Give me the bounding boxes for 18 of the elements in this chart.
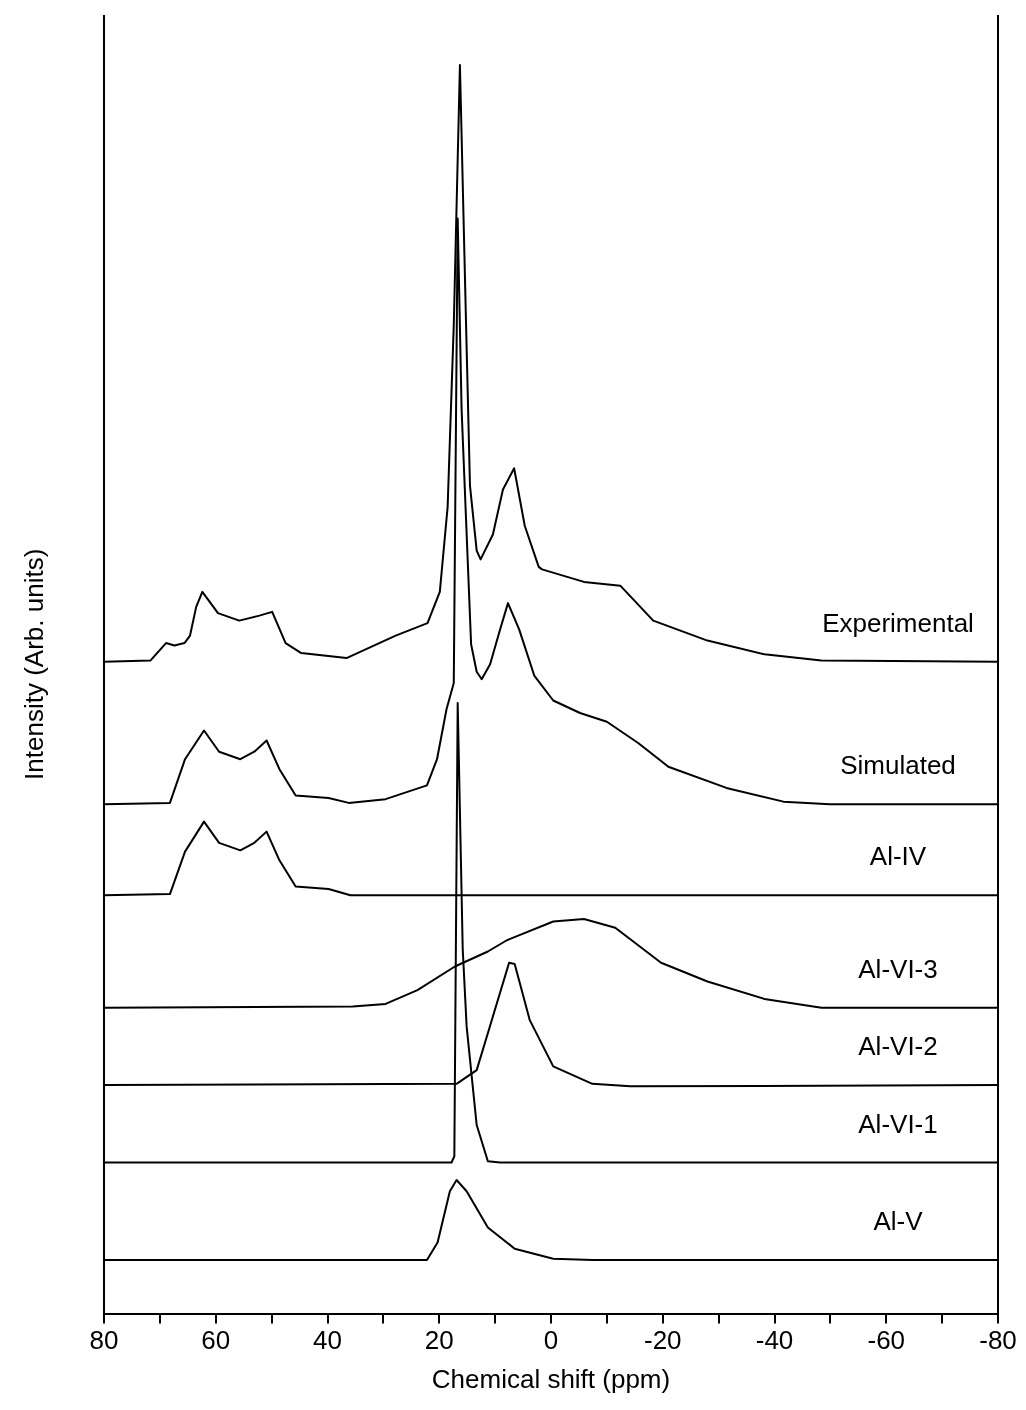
x-axis-title: Chemical shift (ppm) — [431, 1363, 671, 1394]
series-label: Al-VI-3 — [858, 953, 938, 984]
x-tick-label: -60 — [867, 1325, 906, 1356]
x-tick-label: 40 — [313, 1325, 342, 1356]
x-tick-label: -20 — [643, 1325, 682, 1356]
y-axis-title: Intensity (Arb. units) — [19, 548, 50, 780]
x-tick-label: -40 — [755, 1325, 794, 1356]
series-label: Experimental — [822, 607, 974, 638]
x-tick-label: 20 — [424, 1325, 454, 1356]
x-tick-label: -80 — [979, 1325, 1017, 1356]
series-label: Simulated — [840, 750, 956, 781]
series-label: Al-VI-1 — [858, 1108, 938, 1139]
x-tick-label: 80 — [89, 1325, 119, 1356]
series-label: Al-VI-2 — [858, 1031, 938, 1062]
series-label: Al-IV — [869, 841, 927, 872]
series-label: Al-V — [873, 1205, 924, 1236]
x-tick-label: 0 — [543, 1325, 559, 1356]
x-tick-label: 60 — [201, 1325, 231, 1356]
